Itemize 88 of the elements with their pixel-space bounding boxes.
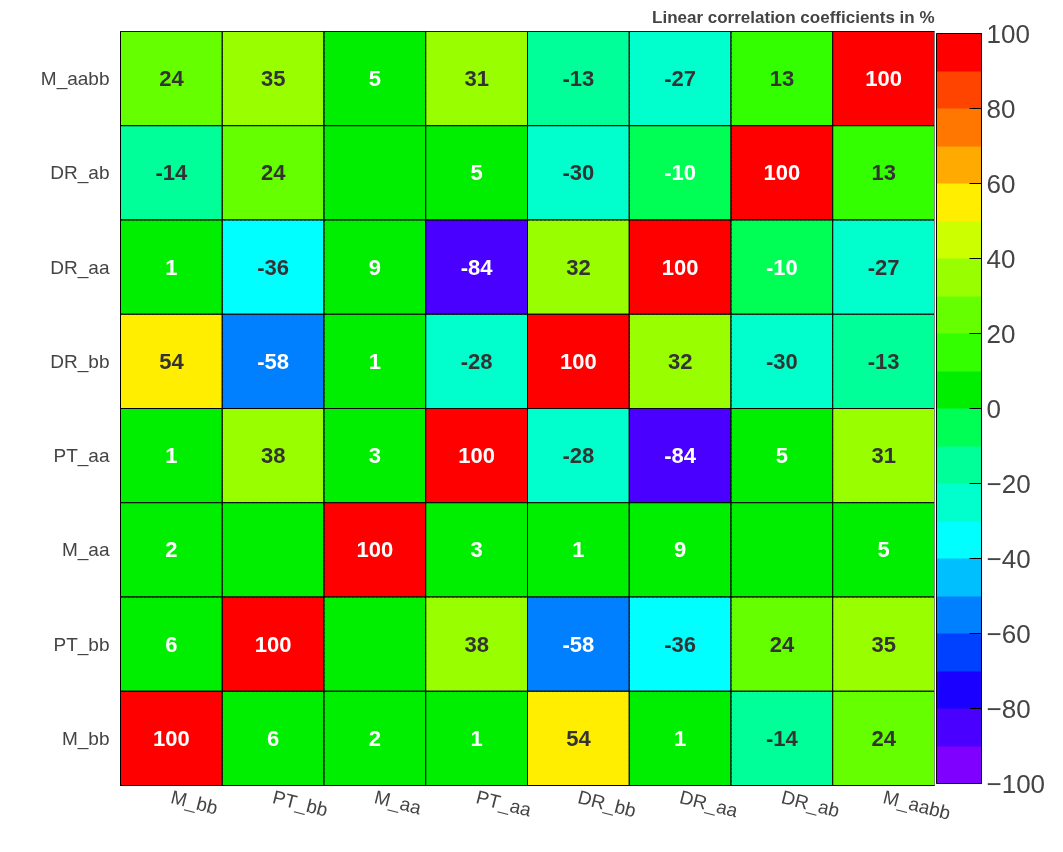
x-tick-label: PT_bb xyxy=(270,786,330,822)
data-label: 100 xyxy=(458,443,495,469)
data-label: -58 xyxy=(257,348,290,374)
data-label: 1 xyxy=(165,254,178,280)
data-label: 3 xyxy=(368,443,382,469)
data-label: 54 xyxy=(159,348,185,374)
data-label: -10 xyxy=(765,254,798,280)
data-label: 100 xyxy=(254,631,292,657)
y-tick-label: PT_aa xyxy=(53,445,110,468)
data-label: 31 xyxy=(464,66,489,92)
data-label: 2 xyxy=(368,725,382,751)
x-tick-label: M_bb xyxy=(168,786,221,820)
data-label: 100 xyxy=(661,254,699,280)
data-label: 5 xyxy=(877,537,890,563)
y-tick-label: DR_ab xyxy=(50,162,110,185)
data-label: 38 xyxy=(260,443,286,469)
data-label: 100 xyxy=(153,725,190,751)
data-label: 35 xyxy=(260,66,286,92)
data-label: 6 xyxy=(165,631,178,657)
data-label: -30 xyxy=(765,348,798,374)
data-label: 24 xyxy=(871,725,897,751)
color-bar-label: 60 xyxy=(986,168,1016,199)
color-bar-label: −40 xyxy=(986,543,1031,574)
data-label: -27 xyxy=(664,66,697,92)
color-bar-label: −80 xyxy=(986,693,1031,724)
data-label: 13 xyxy=(871,160,896,186)
data-label: 1 xyxy=(368,348,382,374)
data-label: 32 xyxy=(667,348,693,374)
x-tick-label: M_aabb xyxy=(880,786,953,825)
x-tick-label: DR_bb xyxy=(575,786,639,823)
data-label: 1 xyxy=(674,725,687,751)
data-label: 24 xyxy=(769,631,795,657)
color-bar-label: 20 xyxy=(986,318,1016,349)
data-label: 13 xyxy=(769,66,795,92)
data-label: -10 xyxy=(664,160,697,186)
data-label: -36 xyxy=(664,631,697,657)
data-label: 35 xyxy=(871,631,896,657)
data-label: 32 xyxy=(566,254,591,280)
data-label: 100 xyxy=(560,348,597,374)
data-label: -84 xyxy=(664,443,697,469)
data-label: -13 xyxy=(867,348,900,374)
data-label: 100 xyxy=(865,66,902,92)
chart-title: Linear correlation coefficients in % xyxy=(652,7,935,27)
data-label: -28 xyxy=(562,443,595,469)
data-label: 31 xyxy=(871,443,896,469)
data-label: 5 xyxy=(775,443,789,469)
data-label: 9 xyxy=(368,254,382,280)
data-label: -30 xyxy=(562,160,595,186)
data-label: -84 xyxy=(460,254,494,280)
color-bar-label: 0 xyxy=(986,393,1001,424)
x-tick-label: DR_ab xyxy=(779,786,842,823)
color-bar-label: −20 xyxy=(986,468,1031,499)
color-bar-label: 40 xyxy=(986,243,1016,274)
data-label: 38 xyxy=(464,631,489,657)
color-bar-label: −100 xyxy=(986,768,1046,799)
y-tick-label: DR_bb xyxy=(50,350,110,373)
data-label: -13 xyxy=(562,66,595,92)
data-label: -28 xyxy=(460,348,493,374)
data-label: 100 xyxy=(356,537,394,563)
data-label: 5 xyxy=(470,160,483,186)
data-label: -58 xyxy=(562,631,595,657)
y-tick-label: PT_bb xyxy=(53,633,110,656)
data-label: -14 xyxy=(765,725,799,751)
y-tick-label: DR_aa xyxy=(50,256,110,279)
data-label: 100 xyxy=(763,160,801,186)
data-label: 1 xyxy=(165,443,178,469)
y-tick-label: M_bb xyxy=(61,727,110,750)
data-label: 1 xyxy=(470,725,483,751)
x-tick-label: DR_aa xyxy=(677,786,741,823)
color-bar-label: −60 xyxy=(986,618,1031,649)
data-label: -36 xyxy=(257,254,290,280)
data-label: 1 xyxy=(572,537,585,563)
y-tick-label: M_aa xyxy=(61,539,110,562)
data-label: 6 xyxy=(267,725,280,751)
data-label: 2 xyxy=(165,537,178,563)
y-tick-label: M_aabb xyxy=(40,68,110,91)
data-label: -14 xyxy=(155,160,189,186)
data-label: 24 xyxy=(260,160,287,186)
data-label: -27 xyxy=(867,254,900,280)
x-tick-label: PT_aa xyxy=(473,786,534,822)
color-bar-label: 100 xyxy=(986,18,1030,49)
data-label: 9 xyxy=(674,537,687,563)
data-label: 54 xyxy=(566,725,592,751)
x-tick-label: M_aa xyxy=(372,786,424,820)
data-label: 5 xyxy=(368,66,382,92)
data-label: 24 xyxy=(159,66,185,92)
data-label: 3 xyxy=(470,537,483,563)
color-bar-label: 80 xyxy=(986,93,1016,124)
